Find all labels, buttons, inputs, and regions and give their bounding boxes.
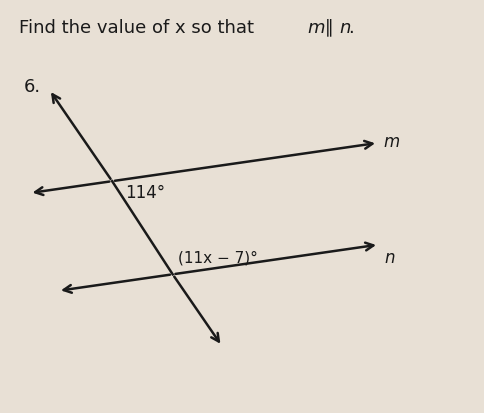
Text: ∥: ∥ xyxy=(318,19,339,36)
Text: 114°: 114° xyxy=(125,183,165,202)
Text: 6.: 6. xyxy=(24,78,41,95)
Text: .: . xyxy=(348,19,353,36)
Text: $n$: $n$ xyxy=(338,19,350,36)
Text: $\mathit{n}$: $\mathit{n}$ xyxy=(384,249,395,267)
Text: $\mathit{m}$: $\mathit{m}$ xyxy=(383,133,400,151)
Text: (11x − 7)°: (11x − 7)° xyxy=(178,250,257,266)
Text: $m$: $m$ xyxy=(307,19,325,36)
Text: Find the value of x so that: Find the value of x so that xyxy=(19,19,259,36)
